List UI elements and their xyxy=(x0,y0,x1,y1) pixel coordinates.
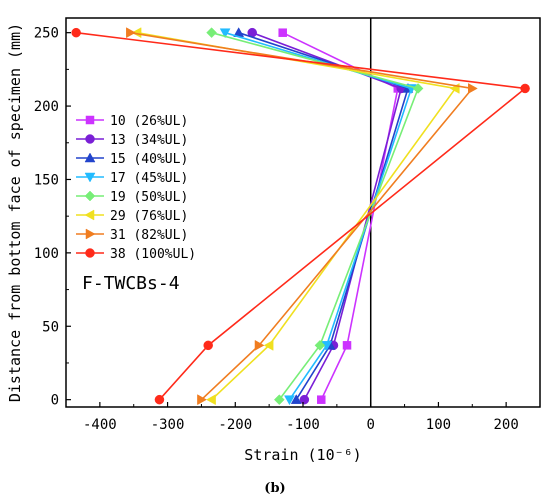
x-tick-label: 0 xyxy=(366,417,374,433)
y-tick-label: 50 xyxy=(42,319,59,335)
series-5 xyxy=(206,27,424,406)
legend-label: 38 (100%UL) xyxy=(110,247,196,262)
data-point xyxy=(85,115,95,125)
data-point xyxy=(263,339,274,351)
data-point xyxy=(314,339,326,351)
series-line xyxy=(282,31,399,401)
series-layer xyxy=(71,27,530,406)
series-line xyxy=(76,31,528,401)
data-point xyxy=(299,394,310,405)
series-1 xyxy=(278,28,403,404)
legend-entry: 10 (26%UL) xyxy=(76,114,188,129)
data-point xyxy=(520,83,530,94)
data-point xyxy=(131,27,142,39)
x-tick-label: -400 xyxy=(83,417,117,433)
legend-label: 31 (82%UL) xyxy=(110,228,188,243)
axis-layer: -400 -300 -200 -100 0 100 200 0 50 100 150 200 250 xyxy=(34,26,541,433)
chart-annotation: F-TWCBs-4 xyxy=(82,273,180,294)
legend-label: 10 (26%UL) xyxy=(110,114,188,129)
y-tick-label: 0 xyxy=(51,393,59,409)
data-point xyxy=(197,394,207,406)
legend-entry: 38 (100%UL) xyxy=(76,247,196,262)
data-point xyxy=(412,83,424,94)
data-point xyxy=(85,248,95,258)
x-tick-label: -100 xyxy=(286,417,320,433)
data-point xyxy=(126,27,136,39)
y-tick-label: 100 xyxy=(34,246,59,262)
series-line xyxy=(211,31,420,401)
legend-label: 19 (50%UL) xyxy=(110,190,188,205)
data-point xyxy=(85,134,95,144)
data-point xyxy=(342,341,352,350)
data-point xyxy=(85,228,96,240)
y-tick-label: 200 xyxy=(34,99,59,115)
legend-entry: 19 (50%UL) xyxy=(76,190,188,205)
data-point xyxy=(84,152,96,163)
data-point xyxy=(84,209,95,221)
data-point xyxy=(317,395,326,404)
legend-entry: 15 (40%UL) xyxy=(76,152,188,167)
data-point xyxy=(278,28,287,37)
y-tick-label: 250 xyxy=(34,26,59,42)
x-tick-label: 200 xyxy=(493,417,518,433)
data-point xyxy=(206,394,216,406)
data-point xyxy=(203,340,213,351)
data-point xyxy=(154,394,165,405)
x-tick-label: 100 xyxy=(426,417,451,433)
legend-entry: 29 (76%UL) xyxy=(76,209,188,224)
data-point xyxy=(290,394,302,404)
legend-label: 17 (45%UL) xyxy=(110,171,188,186)
y-tick-label: 150 xyxy=(34,172,59,188)
legend-entry: 13 (34%UL) xyxy=(76,133,188,148)
data-point xyxy=(206,27,217,39)
data-point xyxy=(84,190,96,202)
data-point xyxy=(468,83,478,94)
series-8 xyxy=(71,27,530,405)
data-point xyxy=(84,172,96,183)
figure-caption: (b) xyxy=(264,481,285,496)
data-point xyxy=(273,394,285,406)
legend: 10 (26%UL) 13 (34%UL) 15 (40%UL) 17 (45%UL)… xyxy=(76,114,196,262)
y-axis-label: Distance from bottom face of specimen (m… xyxy=(6,23,24,402)
legend-label: 29 (76%UL) xyxy=(110,209,188,224)
data-point xyxy=(284,395,295,406)
x-tick-label: -300 xyxy=(151,417,185,433)
data-point xyxy=(254,339,265,351)
legend-label: 13 (34%UL) xyxy=(110,133,188,148)
legend-entry: 17 (45%UL) xyxy=(76,171,188,186)
x-tick-label: -200 xyxy=(218,417,252,433)
x-axis-label: Strain (10⁻⁶) xyxy=(244,446,361,464)
data-point xyxy=(219,28,231,39)
legend-entry: 31 (82%UL) xyxy=(76,228,188,243)
data-point xyxy=(71,27,81,38)
legend-label: 15 (40%UL) xyxy=(110,152,188,167)
